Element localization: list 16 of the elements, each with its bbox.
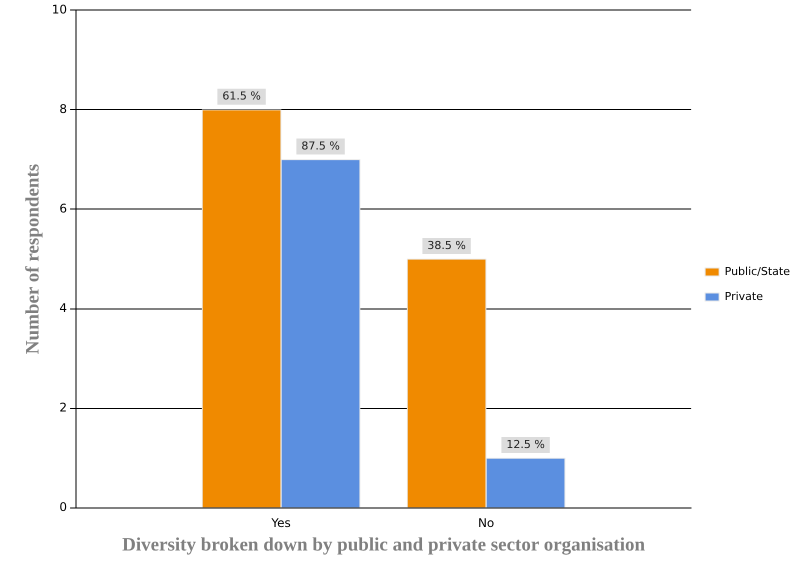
- annotation: 61.5 %: [222, 90, 261, 103]
- x-axis-title: Diversity broken down by public and private sector organisation: [122, 534, 646, 556]
- legend-label: Private: [724, 290, 764, 303]
- y-tick-label: 0: [59, 500, 68, 514]
- x-tick-label: Yes: [270, 516, 291, 530]
- x-tick-label: No: [478, 516, 494, 530]
- y-tick-label: 10: [52, 2, 68, 16]
- annotation: 38.5 %: [427, 238, 466, 252]
- legend-label: Public/State: [724, 264, 790, 278]
- y-axis-title: Number of respondents: [22, 164, 44, 354]
- y-tick-label: 2: [59, 400, 68, 414]
- y-tick-label: 8: [59, 102, 68, 116]
- annotation: 87.5 %: [301, 139, 340, 152]
- y-tick-label: 4: [59, 300, 68, 315]
- annotation: 12.5 %: [506, 438, 545, 451]
- y-tick-label: 6: [59, 201, 68, 216]
